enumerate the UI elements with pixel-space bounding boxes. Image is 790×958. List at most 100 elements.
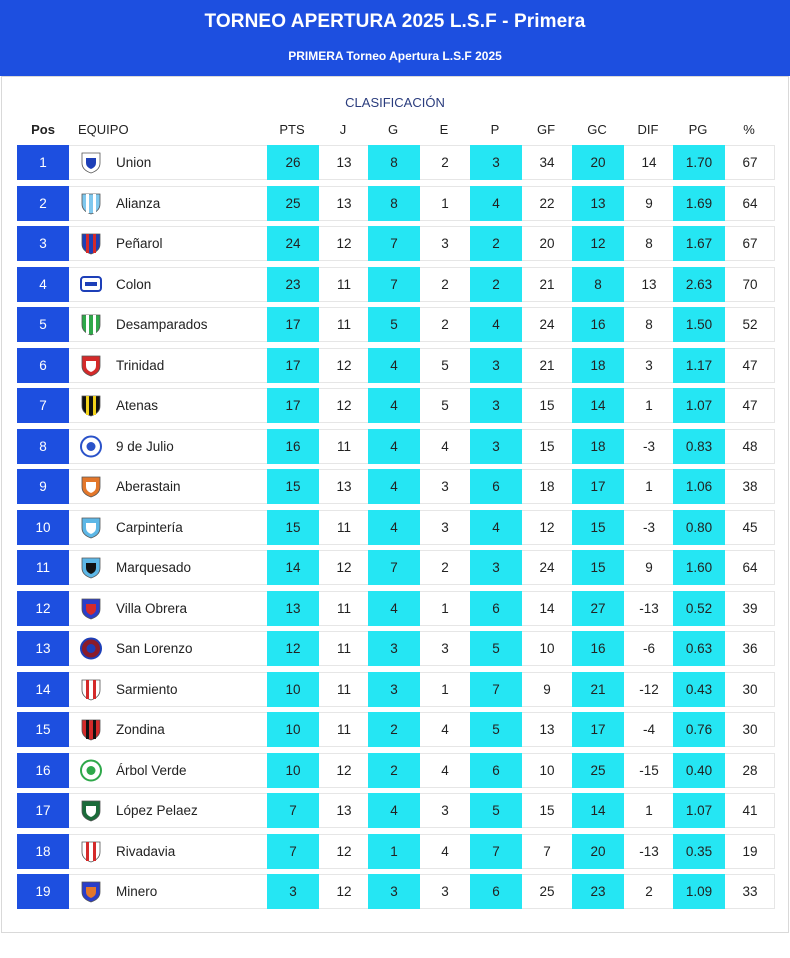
table-row[interactable]: 6 Trinidad 17 12 4 5 3 21 18 3 1.17 47 bbox=[17, 347, 775, 383]
gf-cell: 20 bbox=[539, 236, 555, 251]
position-cell: 8 bbox=[17, 428, 69, 464]
dif-cell: 2 bbox=[645, 884, 653, 899]
p-cell: 4 bbox=[470, 307, 522, 342]
table-row[interactable]: 11 Marquesado 14 12 7 2 3 24 15 9 1.60 64 bbox=[17, 550, 775, 585]
team-cell[interactable]: Zondina bbox=[78, 712, 268, 747]
gc-cell: 15 bbox=[572, 509, 624, 545]
team-cell[interactable]: Sarmiento bbox=[78, 672, 268, 707]
j-cell: 12 bbox=[336, 560, 352, 575]
position-cell: 12 bbox=[17, 590, 69, 626]
team-cell[interactable]: Árbol Verde bbox=[78, 753, 268, 788]
gc-cell: 14 bbox=[572, 388, 624, 423]
team-name: Atenas bbox=[116, 398, 159, 413]
team-name: Marquesado bbox=[116, 560, 192, 575]
table-row[interactable]: 3 Peñarol 24 12 7 3 2 20 12 8 1.67 67 bbox=[17, 226, 775, 261]
g-cell: 7 bbox=[368, 266, 420, 302]
gc-cell: 8 bbox=[572, 266, 624, 302]
table-row[interactable]: 16 Árbol Verde 10 12 2 4 6 10 25 -15 0.40 28 bbox=[17, 752, 775, 788]
table-row[interactable]: 10 Carpintería 15 11 4 3 4 12 15 -3 0.80 45 bbox=[17, 509, 775, 545]
gf-cell: 24 bbox=[539, 317, 555, 332]
table-row[interactable]: 13 San Lorenzo 12 11 3 3 5 10 16 -6 0.63 36 bbox=[17, 631, 775, 666]
dif-cell: 1 bbox=[645, 803, 653, 818]
pts-cell: 17 bbox=[267, 388, 319, 423]
g-cell: 8 bbox=[368, 145, 420, 180]
team-cell[interactable]: Desamparados bbox=[78, 307, 268, 342]
pts-cell: 17 bbox=[267, 347, 319, 383]
e-cell: 3 bbox=[441, 803, 449, 818]
p-cell: 3 bbox=[470, 550, 522, 585]
pg-cell: 2.63 bbox=[673, 266, 725, 302]
team-cell[interactable]: Villa Obrera bbox=[78, 591, 268, 626]
gf-cell: 15 bbox=[539, 438, 555, 454]
team-cell[interactable]: Rivadavia bbox=[78, 834, 268, 869]
team-cell[interactable]: Trinidad bbox=[78, 348, 268, 383]
team-crest-icon bbox=[80, 759, 102, 781]
table-row[interactable]: 2 Alianza 25 13 8 1 4 22 13 9 1.69 64 bbox=[17, 185, 775, 221]
table-row[interactable]: 18 Rivadavia 7 12 1 4 7 7 20 -13 0.35 19 bbox=[17, 833, 775, 869]
page-title: TORNEO APERTURA 2025 L.S.F - Primera bbox=[204, 11, 586, 32]
e-cell: 4 bbox=[441, 762, 449, 778]
table-row[interactable]: 7 Atenas 17 12 4 5 3 15 14 1 1.07 47 bbox=[17, 388, 775, 423]
p-cell: 3 bbox=[470, 388, 522, 423]
pts-cell: 16 bbox=[267, 428, 319, 464]
table-row[interactable]: 15 Zondina 10 11 2 4 5 13 17 -4 0.76 30 bbox=[17, 712, 775, 747]
team-crest-icon bbox=[80, 435, 102, 457]
team-cell[interactable]: Union bbox=[78, 145, 268, 180]
team-cell[interactable]: San Lorenzo bbox=[78, 631, 268, 666]
p-cell: 3 bbox=[470, 145, 522, 180]
j-cell: 13 bbox=[336, 479, 352, 494]
team-cell[interactable]: Peñarol bbox=[78, 226, 268, 261]
table-row[interactable]: 9 Aberastain 15 13 4 3 6 18 17 1 1.06 38 bbox=[17, 469, 775, 504]
table-row[interactable]: 5 Desamparados 17 11 5 2 4 24 16 8 1.50 52 bbox=[17, 307, 775, 342]
position-cell: 11 bbox=[17, 550, 69, 585]
pg-cell: 0.43 bbox=[673, 671, 725, 707]
team-crest-icon bbox=[81, 881, 101, 903]
col-g: G bbox=[387, 122, 399, 137]
j-cell: 11 bbox=[336, 600, 351, 616]
team-cell[interactable]: Colon bbox=[78, 267, 268, 302]
standings-table: 1 Union 2 6 13 8 2 3 3 4 20 14 1.70 67 2 Alianza 25 13 8 1 4… bbox=[17, 145, 775, 915]
dif-cell: -13 bbox=[639, 600, 659, 616]
table-row[interactable]: 17 López Pelaez 7 13 4 3 5 15 14 1 1.07 41 bbox=[17, 793, 775, 828]
team-cell[interactable]: Alianza bbox=[78, 186, 268, 221]
table-row[interactable]: 14 Sarmiento 10 11 3 1 7 9 21 -12 0.43 30 bbox=[17, 671, 775, 707]
j-cell: 12 bbox=[336, 884, 352, 899]
table-row[interactable]: 4 Colon 23 11 7 2 2 21 8 13 2.63 70 bbox=[17, 266, 775, 302]
e-cell: 3 bbox=[441, 236, 449, 251]
pct-cell: 64 bbox=[742, 560, 758, 575]
pct-cell: 45 bbox=[742, 519, 758, 535]
team-cell[interactable]: Aberastain bbox=[78, 469, 268, 504]
gc-cell: 20 bbox=[572, 833, 624, 869]
position-cell: 16 bbox=[17, 752, 69, 788]
pg-cell: 1.70 bbox=[673, 145, 725, 180]
gf-cell: 21 bbox=[539, 276, 555, 292]
dif-cell: -15 bbox=[639, 762, 659, 778]
g-cell: 3 bbox=[368, 631, 420, 666]
table-row[interactable]: 8 9 de Julio 16 11 4 4 3 15 18 -3 0.83 48 bbox=[17, 428, 775, 464]
team-cell[interactable]: Atenas bbox=[78, 388, 268, 423]
p-cell: 4 bbox=[470, 185, 522, 221]
pg-cell: 1.67 bbox=[673, 226, 725, 261]
team-cell[interactable]: Marquesado bbox=[78, 550, 268, 585]
pg-cell: 0.40 bbox=[673, 752, 725, 788]
p-cell: 5 bbox=[470, 631, 522, 666]
dif-cell: -13 bbox=[639, 843, 659, 859]
table-row[interactable]: 19 Minero 3 12 3 3 6 25 23 2 1.09 33 bbox=[17, 874, 775, 909]
p-cell: 6 bbox=[470, 590, 522, 626]
pts-cell: 15 bbox=[267, 469, 319, 504]
team-cell[interactable]: López Pelaez bbox=[78, 793, 268, 828]
pg-cell: 1.06 bbox=[673, 469, 725, 504]
team-cell[interactable]: 9 de Julio bbox=[78, 429, 268, 464]
team-cell[interactable]: Minero bbox=[78, 874, 268, 909]
pct-cell: 67 bbox=[742, 155, 758, 170]
table-row[interactable]: 12 Villa Obrera 13 11 4 1 6 14 27 -13 0.52 39 bbox=[17, 590, 775, 626]
team-cell[interactable]: Carpintería bbox=[78, 510, 268, 545]
e-cell: 2 bbox=[441, 317, 449, 332]
g-cell: 2 bbox=[368, 752, 420, 788]
g-cell: 3 bbox=[368, 671, 420, 707]
table-row[interactable]: 1 Union 26 13 8 2 3 34 20 14 1.70 67 bbox=[17, 145, 775, 180]
team-crest-icon bbox=[81, 598, 101, 619]
col-pos: Pos bbox=[31, 122, 55, 137]
position-cell: 9 bbox=[17, 469, 69, 504]
pct-cell: 39 bbox=[742, 600, 758, 616]
